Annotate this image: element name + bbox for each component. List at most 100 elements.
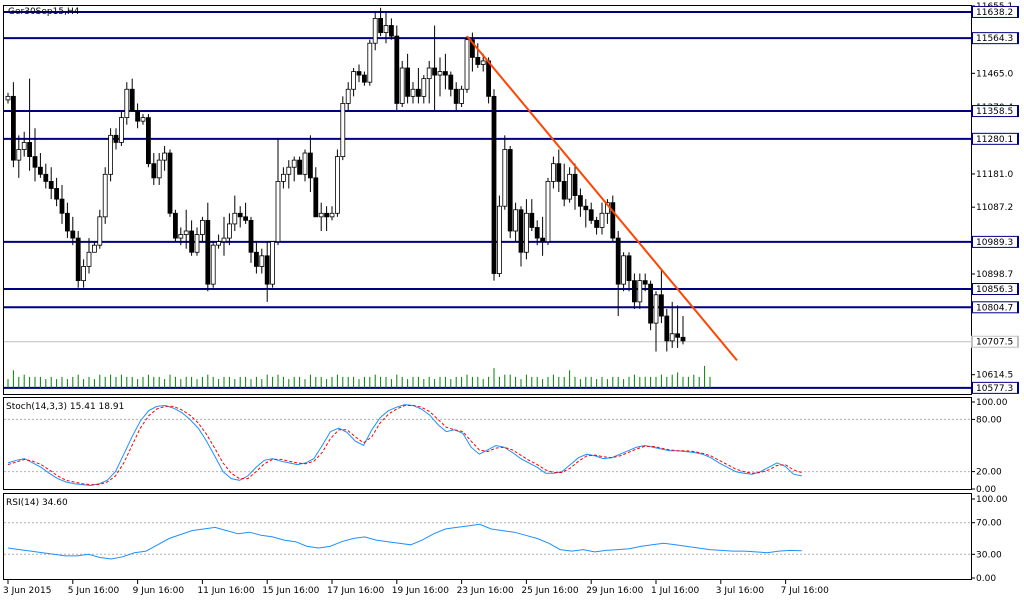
candle-body — [205, 219, 211, 285]
candle-body — [372, 18, 378, 44]
candle-body — [280, 173, 286, 182]
candle-body — [459, 88, 465, 104]
candle-body — [502, 149, 508, 207]
level-tag-inner — [973, 284, 1017, 295]
level-tag-inner — [973, 6, 1017, 17]
candle-body — [102, 173, 108, 218]
candle-body — [469, 39, 475, 58]
rsi-title: RSI(14) 34.60 — [6, 498, 68, 508]
stoch-y-tick-label: 80.00 — [976, 415, 1002, 425]
x-tick-label: 5 Jun 16:00 — [68, 586, 120, 596]
candle-body — [108, 134, 113, 175]
x-tick-label: 29 Jun 16:00 — [586, 586, 643, 596]
candle-body — [637, 280, 643, 303]
candle-body — [453, 88, 459, 104]
current-price-label: 10707.5 — [976, 338, 1013, 348]
candle-body — [97, 216, 103, 246]
candle-body — [253, 251, 259, 267]
candle-body — [275, 180, 281, 243]
stoch-y-tick-label: 100.00 — [976, 398, 1008, 408]
candle-body — [572, 173, 578, 196]
candle-body — [65, 212, 70, 232]
candle-body — [513, 209, 518, 232]
level-tag-inner — [973, 106, 1017, 117]
stoch-y-tick-label: 20.00 — [976, 468, 1002, 478]
x-tick-label: 9 Jun 16:00 — [133, 586, 185, 596]
candle-body — [464, 39, 470, 90]
price-y-tick-label: 10898.7 — [976, 270, 1013, 280]
candle-body — [432, 67, 438, 76]
candle-body — [264, 255, 270, 285]
candle-body — [507, 149, 513, 232]
candle-body — [480, 60, 486, 65]
candle-body — [5, 95, 11, 101]
level-tag-inner — [973, 133, 1017, 144]
candle-body — [486, 60, 492, 97]
candle-body — [426, 67, 432, 80]
candle-body — [621, 255, 626, 285]
candle-body — [10, 95, 16, 161]
candle-body — [610, 202, 616, 239]
candle-body — [556, 163, 562, 182]
candle-body — [151, 163, 157, 179]
candle-body — [534, 227, 540, 239]
price-title: Ger30Sep15,H4 — [8, 7, 80, 17]
candle-body — [615, 237, 621, 285]
candle-body — [75, 237, 81, 282]
candle-body — [442, 71, 448, 76]
candle-body — [567, 173, 572, 200]
candle-body — [140, 117, 146, 122]
candle-body — [680, 336, 686, 342]
candle-body — [329, 212, 335, 218]
trend-line — [466, 35, 738, 361]
candle-body — [545, 180, 551, 243]
price-y-tick-label: 11465.0 — [976, 69, 1013, 79]
level-tag-label: 11638.2 — [976, 8, 1013, 18]
level-tag-label: 11564.3 — [976, 34, 1013, 44]
candle-body — [588, 209, 594, 221]
candle-body — [199, 219, 205, 235]
candle-body — [529, 212, 535, 228]
candle-body — [351, 71, 357, 90]
candle-body — [653, 294, 659, 324]
rsi-y-tick-label: 0.00 — [976, 574, 996, 584]
candle-body — [318, 212, 324, 218]
candle-body — [48, 180, 54, 189]
candle-body — [578, 195, 583, 207]
candle-body — [119, 117, 124, 143]
candle-body — [524, 212, 529, 253]
candle-body — [675, 333, 680, 338]
level-tag-label: 10804.7 — [976, 303, 1013, 313]
candle-body — [410, 88, 416, 97]
level-tag-inner — [973, 382, 1017, 393]
candle-body — [475, 56, 481, 65]
candle-body — [221, 237, 227, 243]
level-tag-label: 10989.3 — [976, 238, 1013, 248]
candle-body — [367, 42, 373, 83]
candle-body — [70, 230, 76, 239]
x-tick-label: 11 Jun 16:00 — [197, 586, 254, 596]
candle-body — [216, 241, 222, 246]
candle-body — [156, 159, 162, 179]
stoch-y-tick-label: 0.00 — [976, 485, 996, 495]
candle-body — [232, 212, 238, 225]
candle-body — [659, 294, 664, 317]
candle-body — [648, 283, 653, 324]
rsi-y-tick-label: 70.00 — [976, 519, 1002, 529]
x-tick-label: 7 Jul 16:00 — [781, 586, 830, 596]
candle-body — [54, 188, 59, 200]
candle-body — [583, 205, 589, 211]
candle-body — [642, 280, 648, 285]
candle-body — [145, 117, 151, 165]
candle-body — [405, 67, 411, 97]
candle-body — [302, 152, 308, 175]
candle-body — [189, 230, 195, 253]
candle-body — [356, 71, 362, 76]
candle-body — [16, 149, 22, 161]
level-tag-inner — [973, 302, 1017, 313]
candle-body — [415, 88, 421, 97]
candle-body — [345, 88, 351, 104]
price-y-tick-label: 11087.2 — [976, 203, 1013, 213]
candle-body — [378, 18, 384, 33]
candle-body — [491, 95, 497, 274]
